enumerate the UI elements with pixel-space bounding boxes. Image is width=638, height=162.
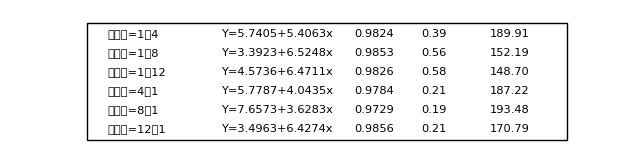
- Text: Y=4.5736+6.4711x: Y=4.5736+6.4711x: [221, 67, 332, 77]
- Text: 0.19: 0.19: [421, 105, 447, 115]
- Text: 0.58: 0.58: [421, 67, 447, 77]
- Text: 0.56: 0.56: [421, 48, 446, 58]
- Text: 170.79: 170.79: [490, 124, 530, 134]
- Text: 0.9826: 0.9826: [354, 67, 394, 77]
- Text: 0.9853: 0.9853: [354, 48, 394, 58]
- Text: 148.70: 148.70: [490, 67, 530, 77]
- Text: 氰：啊=1：8: 氰：啊=1：8: [107, 48, 158, 58]
- Text: 187.22: 187.22: [490, 86, 530, 96]
- Text: 氰：啊=1：4: 氰：啊=1：4: [107, 29, 158, 39]
- Text: 0.9729: 0.9729: [354, 105, 394, 115]
- Text: 0.21: 0.21: [421, 124, 446, 134]
- Text: 193.48: 193.48: [490, 105, 530, 115]
- Text: Y=5.7787+4.0435x: Y=5.7787+4.0435x: [221, 86, 332, 96]
- Text: 0.9856: 0.9856: [354, 124, 394, 134]
- Text: 氰：啊=12：1: 氰：啊=12：1: [107, 124, 166, 134]
- Text: 0.9784: 0.9784: [354, 86, 394, 96]
- Text: Y=7.6573+3.6283x: Y=7.6573+3.6283x: [221, 105, 332, 115]
- Text: 氰：啊=1：12: 氰：啊=1：12: [107, 67, 166, 77]
- Text: 0.21: 0.21: [421, 86, 446, 96]
- Text: Y=3.4963+6.4274x: Y=3.4963+6.4274x: [221, 124, 332, 134]
- Text: Y=5.7405+5.4063x: Y=5.7405+5.4063x: [221, 29, 332, 39]
- Text: 189.91: 189.91: [490, 29, 530, 39]
- Text: Y=3.3923+6.5248x: Y=3.3923+6.5248x: [221, 48, 332, 58]
- Text: 氰：啊=4：1: 氰：啊=4：1: [107, 86, 158, 96]
- Text: 0.39: 0.39: [421, 29, 447, 39]
- Text: 0.9824: 0.9824: [354, 29, 394, 39]
- Text: 氰：啊=8：1: 氰：啊=8：1: [107, 105, 158, 115]
- Text: 152.19: 152.19: [490, 48, 530, 58]
